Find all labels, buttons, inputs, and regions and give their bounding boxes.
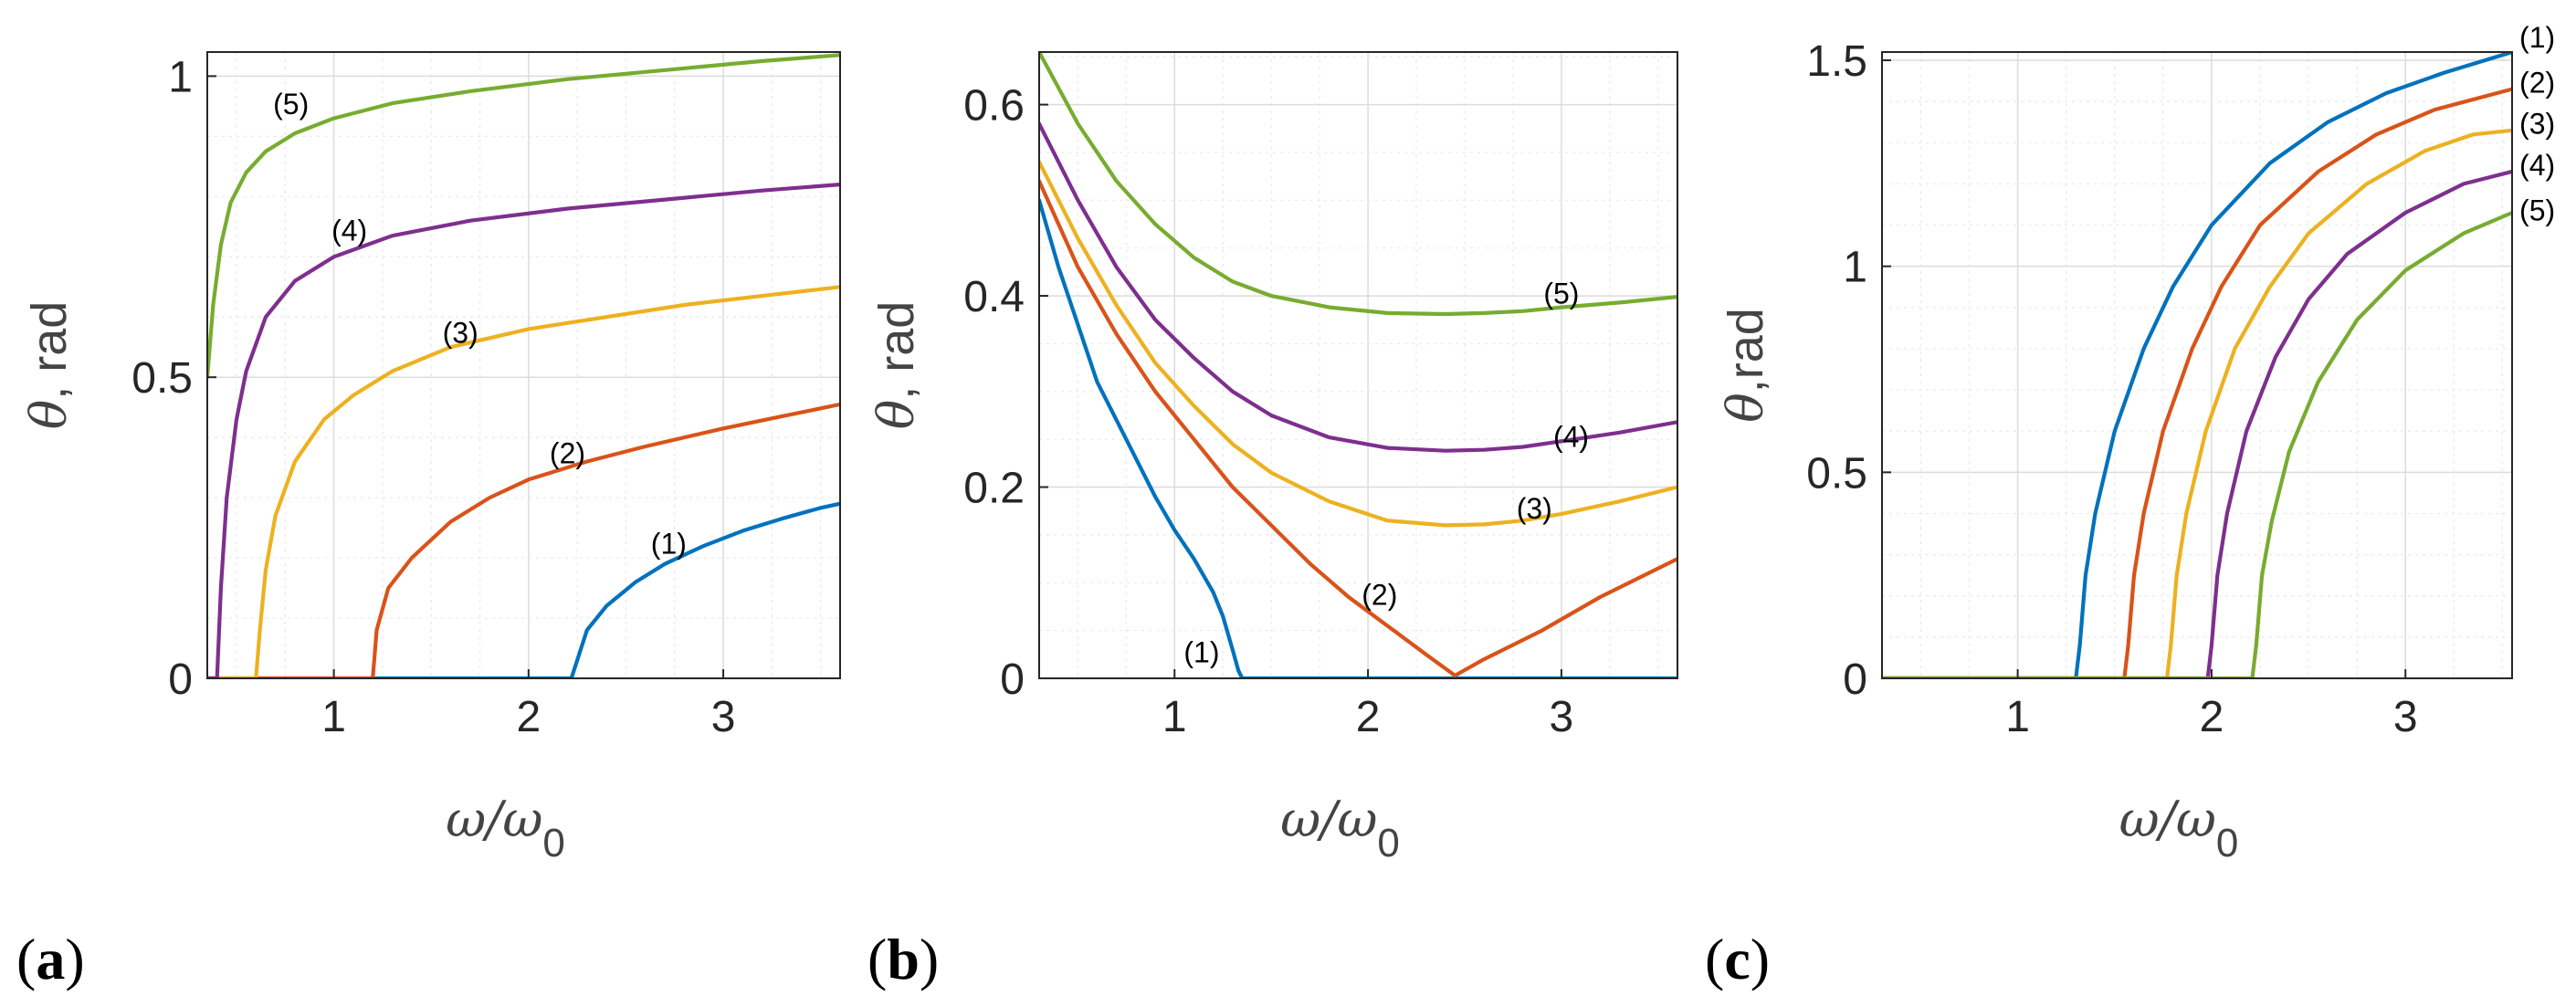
series-line-3: [1882, 128, 2512, 678]
series-line-1: [207, 501, 840, 678]
curve-label-2: (2): [2519, 67, 2555, 100]
x-axis-label: ω/ω0: [446, 791, 565, 865]
axes-frame: [1038, 51, 1678, 679]
series-line-5: [207, 53, 840, 380]
x-tick-label: 1: [1162, 693, 1187, 741]
y-tick-label: 1: [1843, 244, 1867, 292]
series-line-1: [1039, 198, 1677, 678]
series-line-4: [207, 183, 840, 678]
y-tick-label: 1.5: [1806, 37, 1867, 86]
x-tick-label: 3: [711, 693, 736, 741]
panel-label: (a): [16, 927, 85, 991]
curve-label-5: (5): [1543, 278, 1579, 310]
curve-label-4: (4): [2519, 149, 2555, 182]
curve-label-2: (2): [1362, 578, 1397, 611]
y-tick-label: 0: [1000, 656, 1025, 704]
series-line-2: [1039, 179, 1677, 677]
series-line-1: [1882, 52, 2512, 678]
x-tick-label: 2: [1356, 693, 1381, 741]
y-tick-label: 0.5: [131, 354, 193, 403]
series-group: [1882, 52, 2512, 678]
series-group: [1039, 52, 1677, 678]
x-axis-label: ω/ω0: [1280, 791, 1400, 865]
y-tick-label: 0: [168, 656, 193, 704]
curve-label-2: (2): [550, 436, 585, 469]
y-axis-label: θ,rad: [1717, 308, 1774, 423]
x-tick-label: 1: [321, 693, 346, 741]
x-tick-label: 3: [2393, 693, 2418, 741]
series-line-2: [207, 402, 840, 678]
panel-label: (c): [1705, 927, 1770, 991]
y-tick-label: 0: [1843, 656, 1867, 704]
panel-label: (b): [867, 927, 939, 991]
axes-frame: [206, 51, 841, 679]
y-tick-label: 0.2: [963, 465, 1025, 513]
x-tick-label: 2: [516, 693, 541, 741]
y-tick-label: 1: [168, 53, 193, 101]
series-group: [207, 53, 840, 678]
curve-label-5: (5): [273, 88, 309, 121]
series-line-3: [1039, 160, 1677, 528]
curve-label-3: (3): [2519, 108, 2555, 141]
series-line-5: [1882, 210, 2512, 678]
chart-panel-b: (1) (2) (3) (4) (5) 1 2 3 0 0.2 0.4 0.6 ω/ω0 θ, rad (b…: [867, 51, 1678, 991]
curve-label-1: (1): [2519, 21, 2555, 54]
series-line-5: [1039, 52, 1677, 317]
curve-label-3: (3): [443, 316, 478, 349]
series-line-2: [1882, 87, 2512, 678]
chart-panel-c: (1) (2) (3) (4) (5) 1 2 3 0 0.5 1 1.5 ω/ω0 θ,rad (c): [1705, 21, 2555, 991]
curve-label-4: (4): [1553, 421, 1589, 454]
curve-label-5: (5): [2519, 194, 2555, 226]
x-tick-label: 1: [2005, 693, 2030, 741]
series-line-4: [1039, 121, 1677, 453]
y-tick-label: 0.6: [963, 82, 1025, 131]
grid: [1882, 52, 2512, 679]
x-tick-label: 2: [2200, 693, 2224, 741]
y-tick-label: 0.5: [1806, 449, 1867, 498]
grid: [1039, 52, 1677, 679]
series-line-4: [1882, 169, 2512, 678]
x-tick-label: 3: [1550, 693, 1574, 741]
y-tick-label: 0.4: [963, 273, 1025, 321]
y-axis-label: θ, rad: [20, 301, 78, 430]
curve-label-4: (4): [331, 214, 367, 247]
grid: [207, 52, 840, 679]
curve-label-1: (1): [1183, 635, 1219, 668]
chart-panel-a: (1) (2) (3) (4) (5) 1 2 3 0 0.5 1 ω/ω0 θ, rad (a): [16, 51, 841, 991]
y-axis-label: θ, rad: [867, 301, 925, 430]
axes-frame: [1881, 51, 2513, 679]
series-line-3: [207, 285, 840, 678]
x-axis-label: ω/ω0: [2119, 791, 2239, 865]
curve-label-1: (1): [651, 527, 687, 560]
curve-label-3: (3): [1517, 492, 1552, 525]
